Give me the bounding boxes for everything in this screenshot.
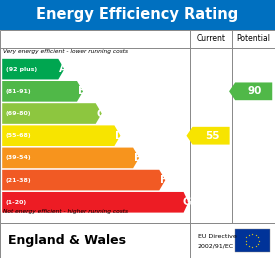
Text: (1-20): (1-20) [6,200,27,205]
Text: F: F [160,175,167,185]
Polygon shape [2,148,139,168]
Text: (39-54): (39-54) [6,155,31,160]
Polygon shape [2,59,64,79]
Text: D: D [115,131,123,141]
Polygon shape [2,103,102,124]
Text: (92 plus): (92 plus) [6,67,37,72]
Text: Energy Efficiency Rating: Energy Efficiency Rating [36,7,239,22]
Bar [235,229,270,252]
Polygon shape [229,83,272,100]
Polygon shape [2,125,120,146]
Text: E: E [134,153,141,163]
Text: 90: 90 [248,86,262,96]
Text: (81-91): (81-91) [6,89,31,94]
Bar [0,0,275,30]
Text: Potential: Potential [237,35,271,43]
Text: England & Wales: England & Wales [8,234,126,247]
Text: (55-68): (55-68) [6,133,31,138]
Text: A: A [59,64,67,74]
Polygon shape [2,170,165,190]
Text: 55: 55 [205,131,220,141]
Text: (69-80): (69-80) [6,111,31,116]
Bar [0,30,275,223]
Polygon shape [186,127,230,144]
Text: (21-38): (21-38) [6,178,31,183]
Polygon shape [2,192,188,213]
Text: Not energy efficient - higher running costs: Not energy efficient - higher running co… [3,209,128,214]
Text: G: G [183,197,191,207]
Text: C: C [97,109,104,118]
Polygon shape [2,81,83,102]
Text: Current: Current [197,35,226,43]
Text: 2002/91/EC: 2002/91/EC [198,243,234,248]
Text: EU Directive: EU Directive [198,234,237,239]
Bar [0,223,275,258]
Text: Very energy efficient - lower running costs: Very energy efficient - lower running co… [3,49,128,54]
Text: B: B [78,86,86,96]
